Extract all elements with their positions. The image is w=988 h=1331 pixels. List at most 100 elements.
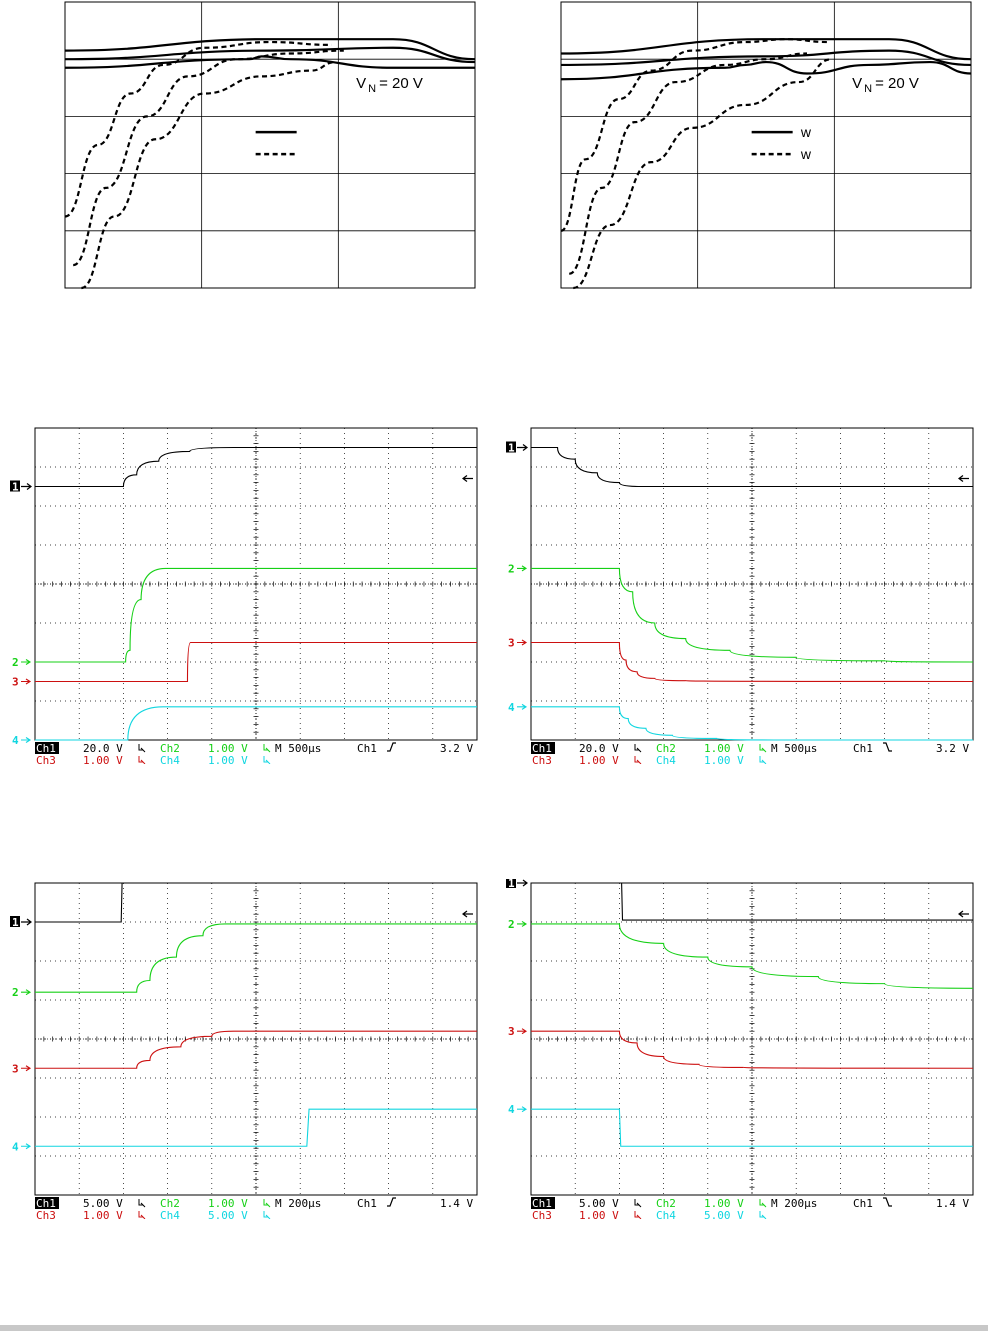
bandwidth-limit-icon bbox=[759, 756, 767, 764]
ch3-scale: 1.00 V bbox=[83, 1209, 123, 1219]
ch1-label-bg bbox=[531, 742, 555, 754]
marker-label-ch1: 1 bbox=[12, 481, 19, 494]
curve-dashed-4 bbox=[568, 52, 808, 275]
timebase: M 200µs bbox=[771, 1197, 817, 1210]
marker-label-ch3: 3 bbox=[508, 637, 515, 650]
trigger-level-arrow bbox=[462, 475, 473, 482]
bandwidth-limit-icon bbox=[138, 1211, 146, 1219]
marker-box-ch1 bbox=[10, 480, 20, 492]
trigger-level-arrow bbox=[958, 475, 969, 482]
plot-frame bbox=[64, 1, 476, 289]
marker-label-ch3: 3 bbox=[12, 1062, 19, 1075]
scope-graticule bbox=[530, 427, 974, 741]
trigger-level-arrow bbox=[958, 910, 969, 918]
trigger-level: 3.2 V bbox=[936, 742, 969, 755]
scope-traces bbox=[530, 446, 974, 741]
scope-graticule bbox=[34, 427, 478, 741]
marker-arrow-ch4 bbox=[517, 703, 528, 710]
timebase: M 500µs bbox=[771, 742, 817, 755]
trigger-level: 1.4 V bbox=[936, 1197, 969, 1210]
characteristic-plot-right-svg: V N = 20 V ww bbox=[560, 1, 972, 290]
trace-ch2 bbox=[531, 923, 974, 989]
trace-ch4 bbox=[530, 706, 973, 741]
ch2-label: Ch2 bbox=[160, 1197, 180, 1210]
ch2-label: Ch2 bbox=[656, 1197, 676, 1210]
marker-label-ch3: 3 bbox=[508, 1025, 515, 1038]
trigger-channel: Ch1 bbox=[853, 742, 873, 755]
scope-turn-on-500us: 1 2 3 4 Ch1 20.0 V Ch2 1.00 V M 500µs Ch1 3.2 V Ch3… bbox=[8, 424, 480, 764]
bandwidth-limit-icon bbox=[138, 1199, 146, 1208]
ch4-label: Ch4 bbox=[160, 754, 180, 764]
channel-markers: 1 2 3 4 bbox=[10, 916, 32, 1153]
trace-ch2 bbox=[34, 567, 477, 663]
ch4-label: Ch4 bbox=[160, 1209, 180, 1219]
curve-solid-2 bbox=[560, 60, 972, 81]
bandwidth-limit-icon bbox=[263, 1211, 271, 1219]
curve-solid-2 bbox=[64, 55, 475, 69]
timebase: M 200µs bbox=[275, 1197, 321, 1210]
trigger-channel: Ch1 bbox=[357, 1197, 377, 1210]
page-footer-bar bbox=[0, 1325, 988, 1331]
scope-graticule bbox=[530, 882, 974, 1196]
marker-arrow-ch3 bbox=[517, 1028, 528, 1035]
marker-arrow-ch2 bbox=[21, 659, 32, 665]
scope-turn-off-200us-svg: 1 2 3 4 Ch1 5.00 V Ch2 1.00 V M 200µs Ch1 1.4 V Ch3… bbox=[506, 879, 974, 1219]
trace-ch1 bbox=[34, 882, 477, 923]
plot-grid bbox=[65, 2, 475, 288]
marker-arrow-ch4 bbox=[517, 1106, 528, 1113]
bandwidth-limit-icon bbox=[263, 744, 271, 753]
marker-arrow-ch3 bbox=[21, 678, 32, 685]
marker-arrow-ch4 bbox=[21, 737, 32, 743]
marker-arrow-ch2 bbox=[21, 989, 32, 996]
curve-solid-1 bbox=[64, 46, 476, 64]
bandwidth-limit-icon bbox=[759, 1199, 767, 1208]
scope-traces bbox=[34, 882, 477, 1147]
marker-label-ch2: 2 bbox=[508, 918, 515, 931]
trigger-level: 1.4 V bbox=[440, 1197, 473, 1210]
bandwidth-limit-icon bbox=[759, 744, 767, 753]
scope-status-readout: Ch1 5.00 V Ch2 1.00 V M 200µs Ch1 1.4 V Ch3 1.00… bbox=[531, 1197, 969, 1219]
ch3-scale: 1.00 V bbox=[83, 754, 123, 764]
marker-arrow-ch1 bbox=[21, 483, 32, 490]
timebase: M 500µs bbox=[275, 742, 321, 755]
trace-ch2 bbox=[35, 923, 477, 993]
curve-dashed-5 bbox=[572, 58, 832, 290]
plot-legend bbox=[255, 130, 297, 156]
marker-arrow-ch1 bbox=[517, 879, 528, 887]
scope-status-readout: Ch1 20.0 V Ch2 1.00 V M 500µs Ch1 3.2 V Ch3 1.00… bbox=[35, 742, 473, 764]
channel-markers: 1 2 3 4 bbox=[506, 879, 528, 1116]
curve-dashed-3 bbox=[64, 40, 332, 218]
ch4-label: Ch4 bbox=[656, 1209, 676, 1219]
ch1-label: Ch1 bbox=[532, 1197, 552, 1210]
ch4-scale: 1.00 V bbox=[704, 754, 744, 764]
trace-ch3 bbox=[35, 1030, 477, 1069]
marker-label-ch1: 1 bbox=[508, 442, 515, 455]
trigger-channel: Ch1 bbox=[853, 1197, 873, 1210]
curve-solid-0 bbox=[560, 38, 972, 61]
scope-status-readout: Ch1 5.00 V Ch2 1.00 V M 200µs Ch1 1.4 V Ch3 1.00… bbox=[35, 1197, 473, 1219]
trigger-channel: Ch1 bbox=[357, 742, 377, 755]
ch4-scale: 5.00 V bbox=[208, 1209, 248, 1219]
scope-traces bbox=[34, 446, 477, 741]
bandwidth-limit-icon bbox=[634, 744, 642, 753]
scope-turn-off-500us-svg: 1 2 3 4 Ch1 20.0 V Ch2 1.00 V M 500µs Ch1 3.2 V Ch3… bbox=[506, 427, 974, 764]
trace-ch4 bbox=[531, 1108, 973, 1147]
ch3-scale: 1.00 V bbox=[579, 1209, 619, 1219]
trace-ch4 bbox=[35, 1108, 477, 1147]
scope-traces bbox=[530, 882, 974, 1147]
marker-label-ch3: 3 bbox=[12, 676, 19, 689]
legend-label-solid: w bbox=[800, 124, 812, 140]
trigger-edge-rising-icon bbox=[387, 742, 396, 752]
ch2-scale: 1.00 V bbox=[704, 1197, 744, 1210]
ch4-scale: 5.00 V bbox=[704, 1209, 744, 1219]
ch2-label: Ch2 bbox=[656, 742, 676, 755]
marker-label-ch2: 2 bbox=[12, 656, 19, 669]
bandwidth-limit-icon bbox=[759, 1211, 767, 1219]
marker-label-ch2: 2 bbox=[508, 562, 515, 575]
marker-arrow-ch3 bbox=[517, 639, 528, 646]
ch1-scale: 20.0 V bbox=[579, 742, 619, 755]
ch2-scale: 1.00 V bbox=[208, 1197, 248, 1210]
ch2-label: Ch2 bbox=[160, 742, 180, 755]
bandwidth-limit-icon bbox=[138, 756, 146, 764]
curve-solid-0 bbox=[64, 38, 476, 61]
